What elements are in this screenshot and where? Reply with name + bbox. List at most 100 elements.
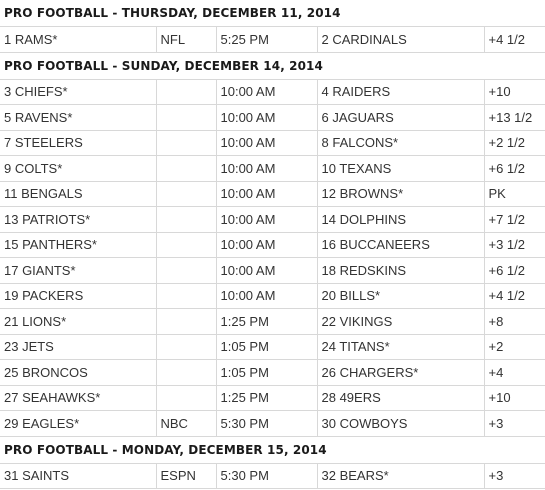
time-cell: 1:25 PM: [215, 308, 318, 335]
home-team-cell: 28 49ERS: [316, 384, 485, 411]
network-cell: ESPN: [155, 462, 217, 489]
home-team-cell: 4 RAIDERS: [316, 78, 485, 105]
network-cell: [155, 104, 217, 131]
home-team-cell: 32 BEARS*: [316, 462, 485, 489]
away-team-cell: 21 LIONS*: [0, 308, 157, 335]
game-row: 25 BRONCOS 1:05 PM 26 CHARGERS* +4: [0, 359, 545, 386]
time-cell: 1:05 PM: [215, 333, 318, 360]
network-cell: [155, 206, 217, 233]
time-cell: 10:00 AM: [215, 282, 318, 309]
line-cell: +2: [483, 333, 545, 360]
game-row: 5 RAVENS* 10:00 AM 6 JAGUARS +13 1/2: [0, 104, 545, 131]
away-team-cell: 23 JETS: [0, 333, 157, 360]
network-cell: NBC: [155, 410, 217, 437]
away-team-cell: 17 GIANTS*: [0, 257, 157, 284]
away-team-cell: 5 RAVENS*: [0, 104, 157, 131]
home-team-cell: 20 BILLS*: [316, 282, 485, 309]
away-team-cell: 19 PACKERS: [0, 282, 157, 309]
network-cell: [155, 129, 217, 156]
home-team-cell: 26 CHARGERS*: [316, 359, 485, 386]
game-row: 1 RAMS* NFL 5:25 PM 2 CARDINALS +4 1/2: [0, 26, 545, 53]
away-team-cell: 3 CHIEFS*: [0, 78, 157, 105]
line-cell: +10: [483, 78, 545, 105]
away-team-cell: 9 COLTS*: [0, 155, 157, 182]
home-team-cell: 10 TEXANS: [316, 155, 485, 182]
line-cell: +13 1/2: [483, 104, 545, 131]
line-cell: +2 1/2: [483, 129, 545, 156]
home-team-cell: 14 DOLPHINS: [316, 206, 485, 233]
time-cell: 1:25 PM: [215, 384, 318, 411]
game-row: 9 COLTS* 10:00 AM 10 TEXANS +6 1/2: [0, 155, 545, 182]
game-row: 11 BENGALS 10:00 AM 12 BROWNS* PK: [0, 180, 545, 207]
line-cell: +3: [483, 462, 545, 489]
games-table: 3 CHIEFS* 10:00 AM 4 RAIDERS +10 5 RAVENS* 10…: [0, 78, 545, 437]
away-team-cell: 31 SAINTS: [0, 462, 157, 489]
away-team-cell: 25 BRONCOS: [0, 359, 157, 386]
game-row: 15 PANTHERS* 10:00 AM 16 BUCCANEERS +3 1/2: [0, 231, 545, 258]
line-cell: +3 1/2: [483, 231, 545, 258]
away-team-cell: 15 PANTHERS*: [0, 231, 157, 258]
game-row: 23 JETS 1:05 PM 24 TITANS* +2: [0, 333, 545, 360]
game-row: 27 SEAHAWKS* 1:25 PM 28 49ERS +10: [0, 384, 545, 411]
home-team-cell: 8 FALCONS*: [316, 129, 485, 156]
line-cell: +4: [483, 359, 545, 386]
game-row: 17 GIANTS* 10:00 AM 18 REDSKINS +6 1/2: [0, 257, 545, 284]
away-team-cell: 13 PATRIOTS*: [0, 206, 157, 233]
section-header: PRO FOOTBALL - SUNDAY, DECEMBER 14, 2014: [4, 58, 323, 73]
away-team-cell: 11 BENGALS: [0, 180, 157, 207]
time-cell: 5:25 PM: [215, 26, 318, 53]
home-team-cell: 18 REDSKINS: [316, 257, 485, 284]
time-cell: 1:05 PM: [215, 359, 318, 386]
game-row: 7 STEELERS 10:00 AM 8 FALCONS* +2 1/2: [0, 129, 545, 156]
time-cell: 10:00 AM: [215, 180, 318, 207]
line-cell: +8: [483, 308, 545, 335]
home-team-cell: 12 BROWNS*: [316, 180, 485, 207]
games-table: 1 RAMS* NFL 5:25 PM 2 CARDINALS +4 1/2: [0, 26, 545, 53]
section-header: PRO FOOTBALL - MONDAY, DECEMBER 15, 2014: [4, 442, 327, 457]
network-cell: [155, 231, 217, 258]
game-row: 29 EAGLES* NBC 5:30 PM 30 COWBOYS +3: [0, 410, 545, 437]
network-cell: [155, 384, 217, 411]
network-cell: [155, 308, 217, 335]
time-cell: 10:00 AM: [215, 231, 318, 258]
time-cell: 10:00 AM: [215, 155, 318, 182]
home-team-cell: 16 BUCCANEERS: [316, 231, 485, 258]
time-cell: 5:30 PM: [215, 462, 318, 489]
away-team-cell: 29 EAGLES*: [0, 410, 157, 437]
games-table: 31 SAINTS ESPN 5:30 PM 32 BEARS* +3: [0, 462, 545, 490]
game-row: 21 LIONS* 1:25 PM 22 VIKINGS +8: [0, 308, 545, 335]
section-header: PRO FOOTBALL - THURSDAY, DECEMBER 11, 20…: [4, 6, 341, 20]
time-cell: 10:00 AM: [215, 129, 318, 156]
away-team-cell: 27 SEAHAWKS*: [0, 384, 157, 411]
time-cell: 10:00 AM: [215, 206, 318, 233]
time-cell: 10:00 AM: [215, 78, 318, 105]
line-cell: +6 1/2: [483, 155, 545, 182]
home-team-cell: 24 TITANS*: [316, 333, 485, 360]
line-cell: +3: [483, 410, 545, 437]
line-cell: PK: [483, 180, 545, 207]
away-team-cell: 1 RAMS*: [0, 26, 157, 53]
game-row: 13 PATRIOTS* 10:00 AM 14 DOLPHINS +7 1/2: [0, 206, 545, 233]
network-cell: [155, 78, 217, 105]
home-team-cell: 6 JAGUARS: [316, 104, 485, 131]
network-cell: [155, 155, 217, 182]
line-cell: +10: [483, 384, 545, 411]
line-cell: +4 1/2: [483, 26, 545, 53]
network-cell: NFL: [155, 26, 217, 53]
line-cell: +6 1/2: [483, 257, 545, 284]
time-cell: 5:30 PM: [215, 410, 318, 437]
home-team-cell: 2 CARDINALS: [316, 26, 485, 53]
time-cell: 10:00 AM: [215, 257, 318, 284]
network-cell: [155, 180, 217, 207]
game-row: 31 SAINTS ESPN 5:30 PM 32 BEARS* +3: [0, 462, 545, 489]
away-team-cell: 7 STEELERS: [0, 129, 157, 156]
game-row: 19 PACKERS 10:00 AM 20 BILLS* +4 1/2: [0, 282, 545, 309]
home-team-cell: 22 VIKINGS: [316, 308, 485, 335]
line-cell: +7 1/2: [483, 206, 545, 233]
home-team-cell: 30 COWBOYS: [316, 410, 485, 437]
time-cell: 10:00 AM: [215, 104, 318, 131]
network-cell: [155, 282, 217, 309]
game-row: 3 CHIEFS* 10:00 AM 4 RAIDERS +10: [0, 78, 545, 105]
network-cell: [155, 257, 217, 284]
